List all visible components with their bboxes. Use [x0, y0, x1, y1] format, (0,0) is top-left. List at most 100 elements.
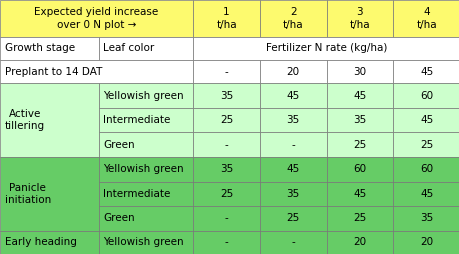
- Bar: [193, 231, 259, 254]
- Bar: [326, 60, 392, 83]
- Bar: [392, 231, 459, 254]
- Bar: [259, 157, 326, 182]
- Text: Growth stage: Growth stage: [5, 43, 74, 54]
- Text: 25: 25: [286, 214, 299, 224]
- Bar: [99, 182, 193, 206]
- Text: 45: 45: [286, 164, 299, 174]
- Bar: [259, 231, 326, 254]
- Bar: [193, 83, 259, 108]
- Bar: [326, 133, 392, 157]
- Bar: [259, 206, 326, 231]
- Text: 25: 25: [419, 140, 432, 150]
- Text: 20: 20: [353, 237, 366, 247]
- Text: 20: 20: [419, 237, 432, 247]
- Text: 20: 20: [286, 67, 299, 77]
- Text: Intermediate: Intermediate: [103, 115, 170, 125]
- Text: -: -: [224, 140, 228, 150]
- Text: 35: 35: [286, 115, 299, 125]
- Text: -: -: [291, 237, 295, 247]
- Bar: [0, 37, 99, 60]
- Text: 30: 30: [353, 67, 366, 77]
- Text: 45: 45: [419, 189, 432, 199]
- Text: Leaf color: Leaf color: [103, 43, 154, 54]
- Bar: [259, 0, 326, 37]
- Text: Yellowish green: Yellowish green: [103, 164, 184, 174]
- Text: -: -: [224, 237, 228, 247]
- Text: 45: 45: [419, 115, 432, 125]
- Text: 45: 45: [353, 189, 366, 199]
- Text: -: -: [224, 214, 228, 224]
- Bar: [99, 108, 193, 133]
- Text: 60: 60: [353, 164, 366, 174]
- Bar: [326, 0, 392, 37]
- Bar: [99, 231, 193, 254]
- Bar: [0, 83, 99, 157]
- Text: 25: 25: [353, 214, 366, 224]
- Bar: [193, 133, 259, 157]
- Bar: [392, 108, 459, 133]
- Bar: [326, 182, 392, 206]
- Text: 25: 25: [219, 115, 233, 125]
- Bar: [392, 133, 459, 157]
- Text: Green: Green: [103, 214, 135, 224]
- Bar: [193, 60, 259, 83]
- Bar: [0, 60, 193, 83]
- Text: 45: 45: [286, 91, 299, 101]
- Bar: [193, 157, 259, 182]
- Bar: [0, 231, 99, 254]
- Bar: [193, 0, 259, 37]
- Bar: [259, 83, 326, 108]
- Bar: [193, 182, 259, 206]
- Text: 45: 45: [419, 67, 432, 77]
- Text: Yellowish green: Yellowish green: [103, 237, 184, 247]
- Bar: [326, 206, 392, 231]
- Text: -: -: [224, 67, 228, 77]
- Text: Panicle
initiation: Panicle initiation: [5, 183, 51, 205]
- Bar: [0, 0, 193, 37]
- Bar: [259, 133, 326, 157]
- Bar: [259, 182, 326, 206]
- Text: Active
tillering: Active tillering: [5, 109, 45, 131]
- Text: 3
t/ha: 3 t/ha: [349, 7, 369, 30]
- Bar: [326, 83, 392, 108]
- Bar: [99, 37, 193, 60]
- Bar: [392, 60, 459, 83]
- Text: 35: 35: [219, 164, 233, 174]
- Text: -: -: [291, 140, 295, 150]
- Text: Green: Green: [103, 140, 135, 150]
- Text: Fertilizer N rate (kg/ha): Fertilizer N rate (kg/ha): [265, 43, 386, 54]
- Text: 35: 35: [219, 91, 233, 101]
- Text: Intermediate: Intermediate: [103, 189, 170, 199]
- Bar: [99, 206, 193, 231]
- Bar: [193, 206, 259, 231]
- Text: 45: 45: [353, 91, 366, 101]
- Text: 1
t/ha: 1 t/ha: [216, 7, 236, 30]
- Bar: [0, 157, 99, 231]
- Text: 4
t/ha: 4 t/ha: [415, 7, 436, 30]
- Bar: [392, 83, 459, 108]
- Text: Early heading: Early heading: [5, 237, 76, 247]
- Bar: [99, 133, 193, 157]
- Text: 35: 35: [286, 189, 299, 199]
- Bar: [392, 206, 459, 231]
- Text: 2
t/ha: 2 t/ha: [282, 7, 303, 30]
- Bar: [392, 0, 459, 37]
- Text: Yellowish green: Yellowish green: [103, 91, 184, 101]
- Text: 60: 60: [419, 164, 432, 174]
- Bar: [193, 37, 459, 60]
- Text: 60: 60: [419, 91, 432, 101]
- Text: 35: 35: [419, 214, 432, 224]
- Bar: [326, 157, 392, 182]
- Bar: [392, 182, 459, 206]
- Bar: [259, 60, 326, 83]
- Text: 25: 25: [353, 140, 366, 150]
- Bar: [326, 108, 392, 133]
- Text: Preplant to 14 DAT: Preplant to 14 DAT: [5, 67, 102, 77]
- Bar: [99, 157, 193, 182]
- Bar: [99, 83, 193, 108]
- Bar: [259, 108, 326, 133]
- Text: 35: 35: [353, 115, 366, 125]
- Bar: [193, 108, 259, 133]
- Text: Expected yield increase
over 0 N plot →: Expected yield increase over 0 N plot →: [34, 7, 158, 30]
- Text: 25: 25: [219, 189, 233, 199]
